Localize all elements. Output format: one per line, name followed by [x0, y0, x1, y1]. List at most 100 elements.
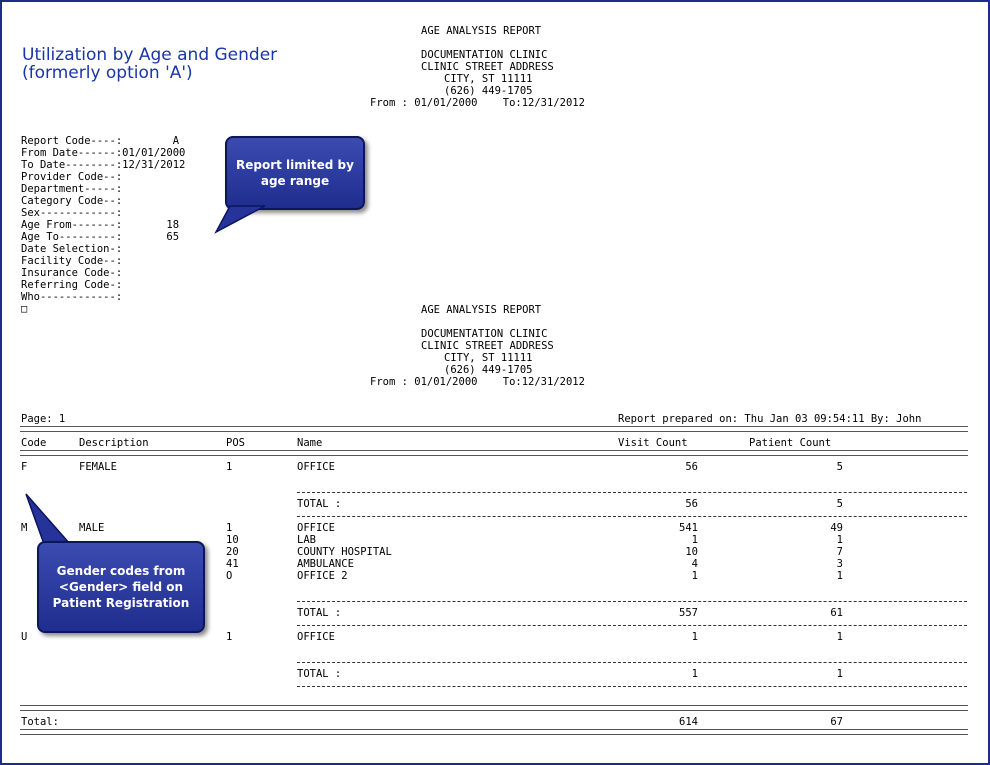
gender-code: M [21, 522, 28, 534]
subtotal-visit: 557 [679, 607, 698, 619]
place-name: OFFICE 2 [297, 570, 348, 582]
col-pos: POS [226, 437, 245, 449]
visit-count: 1 [691, 570, 698, 582]
subtotal-visit: 1 [691, 668, 698, 680]
param-line: □ [21, 303, 28, 315]
page-title: Utilization by Age and Gender (formerly … [22, 46, 277, 82]
col-visit-count: Visit Count [618, 437, 688, 449]
param-line: Report Code----: A [21, 135, 180, 147]
rule-double [20, 426, 968, 432]
pos-code: 1 [226, 461, 233, 473]
pos-code: O [226, 570, 233, 582]
subtotal-rule-top [297, 662, 967, 663]
col-code: Code [21, 437, 47, 449]
place-name: OFFICE [297, 631, 335, 643]
gender-description: MALE [79, 522, 105, 534]
patient-count: 1 [836, 534, 843, 546]
place-name: COUNTY HOSPITAL [297, 546, 392, 558]
place-name: AMBULANCE [297, 558, 354, 570]
patient-count: 49 [830, 522, 843, 534]
patient-count: 7 [836, 546, 843, 558]
subtotal-rule-bottom [297, 625, 967, 626]
place-name: OFFICE [297, 522, 335, 534]
visit-count: 10 [685, 546, 698, 558]
title-line-2: (formerly option 'A') [22, 63, 193, 83]
rule-double [20, 729, 968, 735]
clinic-phone-2: (626) 449-1705 [444, 364, 533, 376]
param-line: To Date--------:12/31/2012 [21, 159, 186, 171]
subtotal-rule-top [297, 492, 967, 493]
param-line: Provider Code--: [21, 171, 123, 183]
subtotal-label: TOTAL : [297, 668, 342, 680]
visit-count: 4 [691, 558, 698, 570]
param-line: Date Selection-: [21, 243, 123, 255]
gender-code: F [21, 461, 28, 473]
place-name: OFFICE [297, 461, 335, 473]
date-range: From : 01/01/2000 To:12/31/2012 [370, 97, 585, 109]
param-line: Sex------------: [21, 207, 123, 219]
patient-count: 1 [836, 631, 843, 643]
param-line: Facility Code--: [21, 255, 123, 267]
date-range-2: From : 01/01/2000 To:12/31/2012 [370, 376, 585, 388]
callout-age-range: Report limited by age range [225, 136, 365, 210]
subtotal-rule-bottom [297, 516, 967, 517]
gender-description: FEMALE [79, 461, 117, 473]
grand-total-label: Total: [21, 716, 59, 728]
pos-code: 10 [226, 534, 239, 546]
clinic-city: CITY, ST 11111 [444, 73, 533, 85]
callout-gender-codes: Gender codes from <Gender> field on Pati… [37, 541, 205, 633]
callout-age-pointer [214, 205, 266, 234]
report-name-2: AGE ANALYSIS REPORT [421, 304, 542, 316]
clinic-name: DOCUMENTATION CLINIC [421, 49, 548, 61]
subtotal-rule-top [297, 601, 967, 602]
visit-count: 1 [691, 631, 698, 643]
pos-code: 41 [226, 558, 239, 570]
grand-total-visit: 614 [679, 716, 698, 728]
clinic-phone: (626) 449-1705 [444, 85, 533, 97]
clinic-name-2: DOCUMENTATION CLINIC [421, 328, 548, 340]
place-name: LAB [297, 534, 316, 546]
report-header-top: AGE ANALYSIS REPORT DOCUMENTATION CLINIC… [0, 25, 990, 109]
visit-count: 1 [691, 534, 698, 546]
param-line: Department-----: [21, 183, 123, 195]
clinic-address: CLINIC STREET ADDRESS [421, 61, 554, 73]
title-line-1: Utilization by Age and Gender [22, 45, 278, 65]
subtotal-patient: 61 [830, 607, 843, 619]
patient-count: 5 [836, 461, 843, 473]
param-line: Insurance Code-: [21, 267, 123, 279]
visit-count: 541 [679, 522, 698, 534]
col-name: Name [297, 437, 323, 449]
col-description: Description [79, 437, 149, 449]
prepared-info: Report prepared on: Thu Jan 03 09:54:11 … [618, 413, 922, 425]
visit-count: 56 [685, 461, 698, 473]
pos-code: 1 [226, 522, 233, 534]
report-name: AGE ANALYSIS REPORT [421, 25, 542, 37]
grand-total-patient: 67 [830, 716, 843, 728]
param-line: Age From-------: 18 [21, 219, 180, 231]
page-number: Page: 1 [21, 413, 66, 425]
patient-count: 3 [836, 558, 843, 570]
subtotal-rule-bottom [297, 686, 967, 687]
param-line: Referring Code-: [21, 279, 123, 291]
rule-double [20, 705, 968, 711]
param-line: From Date------:01/01/2000 [21, 147, 186, 159]
param-line: Age To---------: 65 [21, 231, 180, 243]
clinic-address-2: CLINIC STREET ADDRESS [421, 340, 554, 352]
subtotal-label: TOTAL : [297, 607, 342, 619]
rule-double [20, 450, 968, 456]
param-line: Who------------: [21, 291, 123, 303]
pos-code: 20 [226, 546, 239, 558]
subtotal-patient: 5 [836, 498, 843, 510]
subtotal-label: TOTAL : [297, 498, 342, 510]
param-line: Category Code--: [21, 195, 123, 207]
subtotal-patient: 1 [836, 668, 843, 680]
report-parameters: Report Code----: A From Date------:01/01/… [21, 135, 185, 315]
clinic-city-2: CITY, ST 11111 [444, 352, 533, 364]
pos-code: 1 [226, 631, 233, 643]
gender-code: U [21, 631, 28, 643]
report-header-page: AGE ANALYSIS REPORT DOCUMENTATION CLINIC… [0, 304, 990, 388]
patient-count: 1 [836, 570, 843, 582]
subtotal-visit: 56 [685, 498, 698, 510]
col-patient-count: Patient Count [749, 437, 832, 449]
